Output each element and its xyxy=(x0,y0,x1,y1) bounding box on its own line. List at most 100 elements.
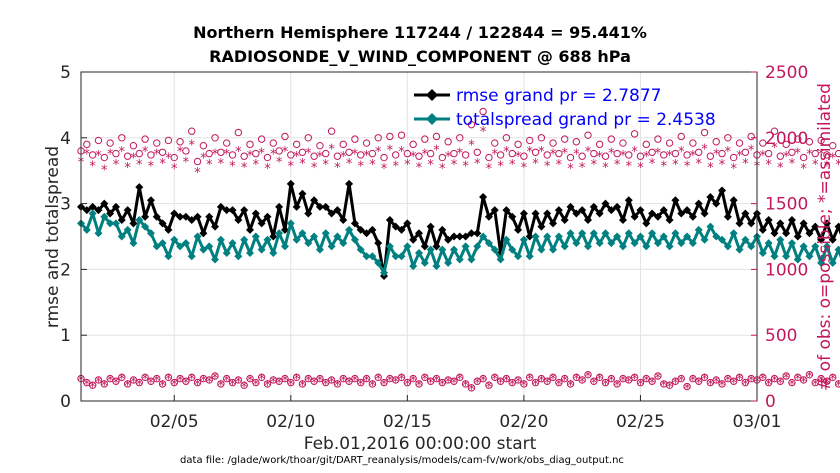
obs-possible-marker xyxy=(502,134,511,142)
series-point xyxy=(141,222,150,231)
obs-assimilated-marker: * xyxy=(556,378,563,393)
obs-assimilated-marker: * xyxy=(736,373,743,388)
obs-possible-marker xyxy=(549,139,557,147)
obs-assimilated-marker: * xyxy=(305,374,312,389)
obs-possible-marker xyxy=(88,381,97,389)
obs-assimilated-marker: * xyxy=(241,161,248,176)
series-point xyxy=(484,212,493,221)
obs-possible-marker xyxy=(100,153,109,162)
obs-possible-marker xyxy=(759,373,767,382)
obs-assimilated-marker: * xyxy=(760,149,767,164)
series-point xyxy=(706,222,715,231)
series-point xyxy=(176,242,185,251)
obs-possible-marker xyxy=(747,132,755,141)
series-point xyxy=(374,258,383,267)
obs-possible-marker xyxy=(496,151,505,159)
obs-possible-marker xyxy=(397,131,406,139)
series-point xyxy=(362,229,371,238)
series-point xyxy=(776,219,785,228)
obs-assimilated-marker: * xyxy=(538,374,545,389)
obs-possible-marker xyxy=(333,152,342,160)
obs-possible-marker xyxy=(182,377,190,385)
series-point xyxy=(694,225,703,234)
obs-possible-marker xyxy=(426,149,435,158)
obs-possible-marker xyxy=(735,139,744,147)
obs-assimilated-marker: * xyxy=(789,378,796,393)
obs-possible-marker xyxy=(572,138,581,146)
series-point xyxy=(828,235,837,244)
series-point xyxy=(280,242,289,251)
series-point xyxy=(100,212,109,221)
legend-spread-label: totalspread grand pr = 2.4538 xyxy=(456,110,716,130)
obs-assimilated-marker: * xyxy=(468,383,475,398)
series-point xyxy=(246,225,254,234)
obs-assimilated-marker: * xyxy=(113,158,120,173)
chart-subtitle: RADIOSONDE_V_WIND_COMPONENT @ 688 hPa xyxy=(209,47,631,66)
series-point xyxy=(310,232,319,241)
series-point xyxy=(572,239,581,248)
obs-possible-marker xyxy=(590,149,598,158)
obs-possible-marker xyxy=(222,139,231,147)
series-point xyxy=(531,232,540,241)
obs-assimilated-marker: * xyxy=(258,373,265,388)
obs-possible-marker xyxy=(799,153,808,162)
obs-assimilated-marker: * xyxy=(194,378,201,393)
series-point xyxy=(502,206,511,215)
series-point xyxy=(135,183,144,192)
obs-assimilated-marker: * xyxy=(288,159,295,174)
series-point xyxy=(380,268,389,277)
series-point xyxy=(228,206,237,215)
series-point xyxy=(129,239,138,248)
obs-assimilated-marker: * xyxy=(620,374,627,389)
obs-assimilated-marker: * xyxy=(567,162,574,177)
obs-possible-marker xyxy=(391,376,400,384)
series-point xyxy=(199,245,208,254)
obs-assimilated-marker: * xyxy=(526,373,533,388)
obs-assimilated-marker: * xyxy=(95,375,102,390)
obs-assimilated-marker: * xyxy=(165,373,172,388)
series-point xyxy=(222,248,231,257)
obs-assimilated-marker: * xyxy=(410,374,417,389)
obs-possible-marker xyxy=(584,131,592,139)
series-point xyxy=(257,219,266,228)
series-point xyxy=(193,212,202,221)
obs-assimilated-marker: * xyxy=(742,378,749,393)
obs-assimilated-marker: * xyxy=(299,379,306,394)
obs-possible-marker xyxy=(94,376,103,384)
series-point xyxy=(397,252,406,261)
series-point xyxy=(525,252,534,261)
series-point xyxy=(391,252,400,261)
obs-possible-marker xyxy=(829,373,837,382)
series-point xyxy=(618,216,627,225)
series-point xyxy=(362,252,371,261)
obs-assimilated-marker: * xyxy=(270,148,277,163)
series-point xyxy=(776,235,785,244)
obs-possible-marker xyxy=(677,132,685,141)
obs-possible-marker xyxy=(147,151,155,159)
obs-assimilated-marker: * xyxy=(398,145,405,160)
obs-possible-marker xyxy=(310,377,318,385)
series-point xyxy=(764,239,773,248)
series-point xyxy=(543,232,552,241)
y-tick-label: 1 xyxy=(60,326,71,346)
obs-assimilated-marker: * xyxy=(812,158,819,173)
obs-assimilated-marker: * xyxy=(579,161,586,176)
series-point xyxy=(129,219,138,228)
obs-assimilated-marker: * xyxy=(381,162,388,177)
series-point xyxy=(100,199,109,208)
series-point xyxy=(181,239,190,248)
obs-possible-marker xyxy=(83,378,91,387)
obs-possible-marker xyxy=(205,149,213,158)
obs-possible-marker xyxy=(380,153,388,162)
obs-assimilated-marker: * xyxy=(561,374,568,389)
series-point xyxy=(735,219,744,228)
series-point xyxy=(205,242,214,251)
obs-possible-marker xyxy=(764,378,773,387)
obs-assimilated-marker: * xyxy=(212,371,219,386)
obs-assimilated-marker: * xyxy=(404,378,411,393)
series-point xyxy=(554,232,563,241)
series-point xyxy=(106,219,115,228)
obs-assimilated-marker: * xyxy=(830,152,837,167)
obs-assimilated-marker: * xyxy=(631,373,638,388)
